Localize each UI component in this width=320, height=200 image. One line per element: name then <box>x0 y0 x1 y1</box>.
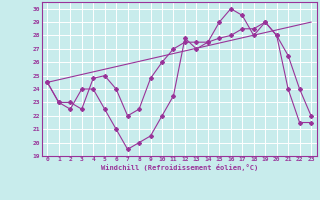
X-axis label: Windchill (Refroidissement éolien,°C): Windchill (Refroidissement éolien,°C) <box>100 164 258 171</box>
